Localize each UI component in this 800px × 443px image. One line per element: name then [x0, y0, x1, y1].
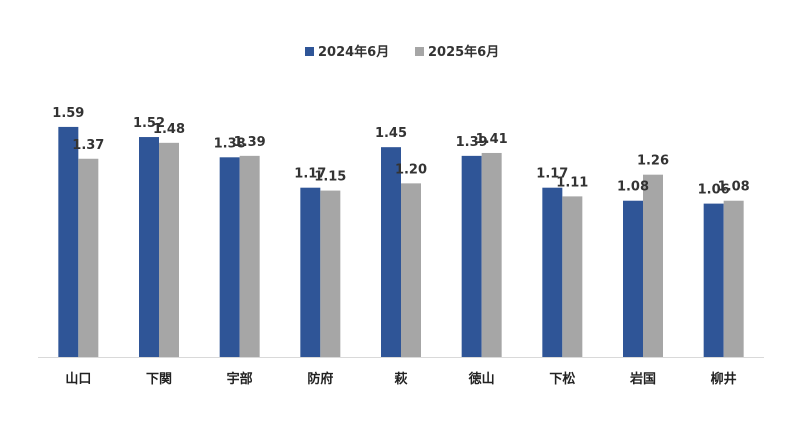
bar-1-4 [300, 187, 321, 357]
value-label-1-7: 1.17 [536, 167, 568, 182]
bar-1-7 [542, 187, 563, 357]
bars-layer [58, 126, 744, 357]
legend-label-1: 2024年6月 [318, 44, 389, 60]
value-labels-layer: 1.591.371.521.481.381.391.171.151.451.20… [52, 106, 749, 198]
bar-2-6 [481, 152, 502, 357]
bar-2-4 [320, 190, 341, 357]
bar-2-7 [562, 196, 583, 357]
bar-2-5 [401, 183, 421, 357]
value-label-1-3: 1.38 [214, 136, 246, 151]
category-label-2: 下関 [146, 372, 172, 387]
category-label-9: 柳井 [711, 371, 737, 387]
bar-2-9 [723, 200, 744, 357]
bar-1-2 [139, 137, 159, 357]
value-label-2-6: 1.41 [476, 132, 508, 147]
legend-swatch-1 [305, 47, 314, 56]
bar-1-1 [58, 126, 79, 357]
category-label-8: 岩国 [629, 371, 656, 387]
value-label-2-1: 1.37 [72, 138, 104, 153]
bar-1-9 [703, 203, 724, 357]
category-label-4: 防府 [307, 371, 333, 387]
value-label-1-9: 1.06 [698, 183, 730, 198]
category-label-6: 徳山 [468, 371, 495, 387]
bar-1-3 [219, 157, 240, 357]
value-label-1-2: 1.52 [133, 116, 165, 131]
value-label-2-3: 1.39 [234, 135, 266, 150]
value-label-1-4: 1.17 [294, 167, 326, 182]
value-label-1-8: 1.08 [617, 180, 649, 195]
value-label-2-7: 1.11 [556, 175, 588, 190]
legend-swatch-2 [415, 47, 424, 56]
bar-2-3 [239, 155, 260, 357]
bar-2-1 [78, 158, 99, 357]
category-labels-layer: 山口 下関 宇部 防府 萩 徳山 下松 岩国 柳井 [65, 371, 736, 387]
legend-label-2: 2025年6月 [428, 44, 499, 60]
value-label-1-6: 1.39 [456, 135, 488, 150]
bar-1-5 [381, 147, 401, 357]
value-label-2-4: 1.15 [314, 170, 346, 185]
value-label-1-1: 1.59 [52, 106, 84, 121]
category-label-3: 宇部 [227, 371, 253, 387]
value-label-2-2: 1.48 [153, 122, 185, 137]
category-label-7: 下松 [549, 371, 575, 387]
value-label-1-5: 1.45 [375, 126, 407, 141]
category-label-1: 山口 [65, 371, 91, 387]
bar-2-2 [159, 142, 179, 357]
value-label-2-9: 1.08 [718, 180, 750, 195]
bar-1-8 [623, 200, 643, 357]
bar-2-8 [643, 174, 663, 357]
value-label-2-8: 1.26 [637, 154, 669, 169]
value-label-2-5: 1.20 [395, 162, 427, 177]
bar-1-6 [461, 155, 482, 357]
legend: 2024年6月 2025年6月 [305, 44, 499, 60]
category-label-5: 萩 [393, 371, 407, 387]
